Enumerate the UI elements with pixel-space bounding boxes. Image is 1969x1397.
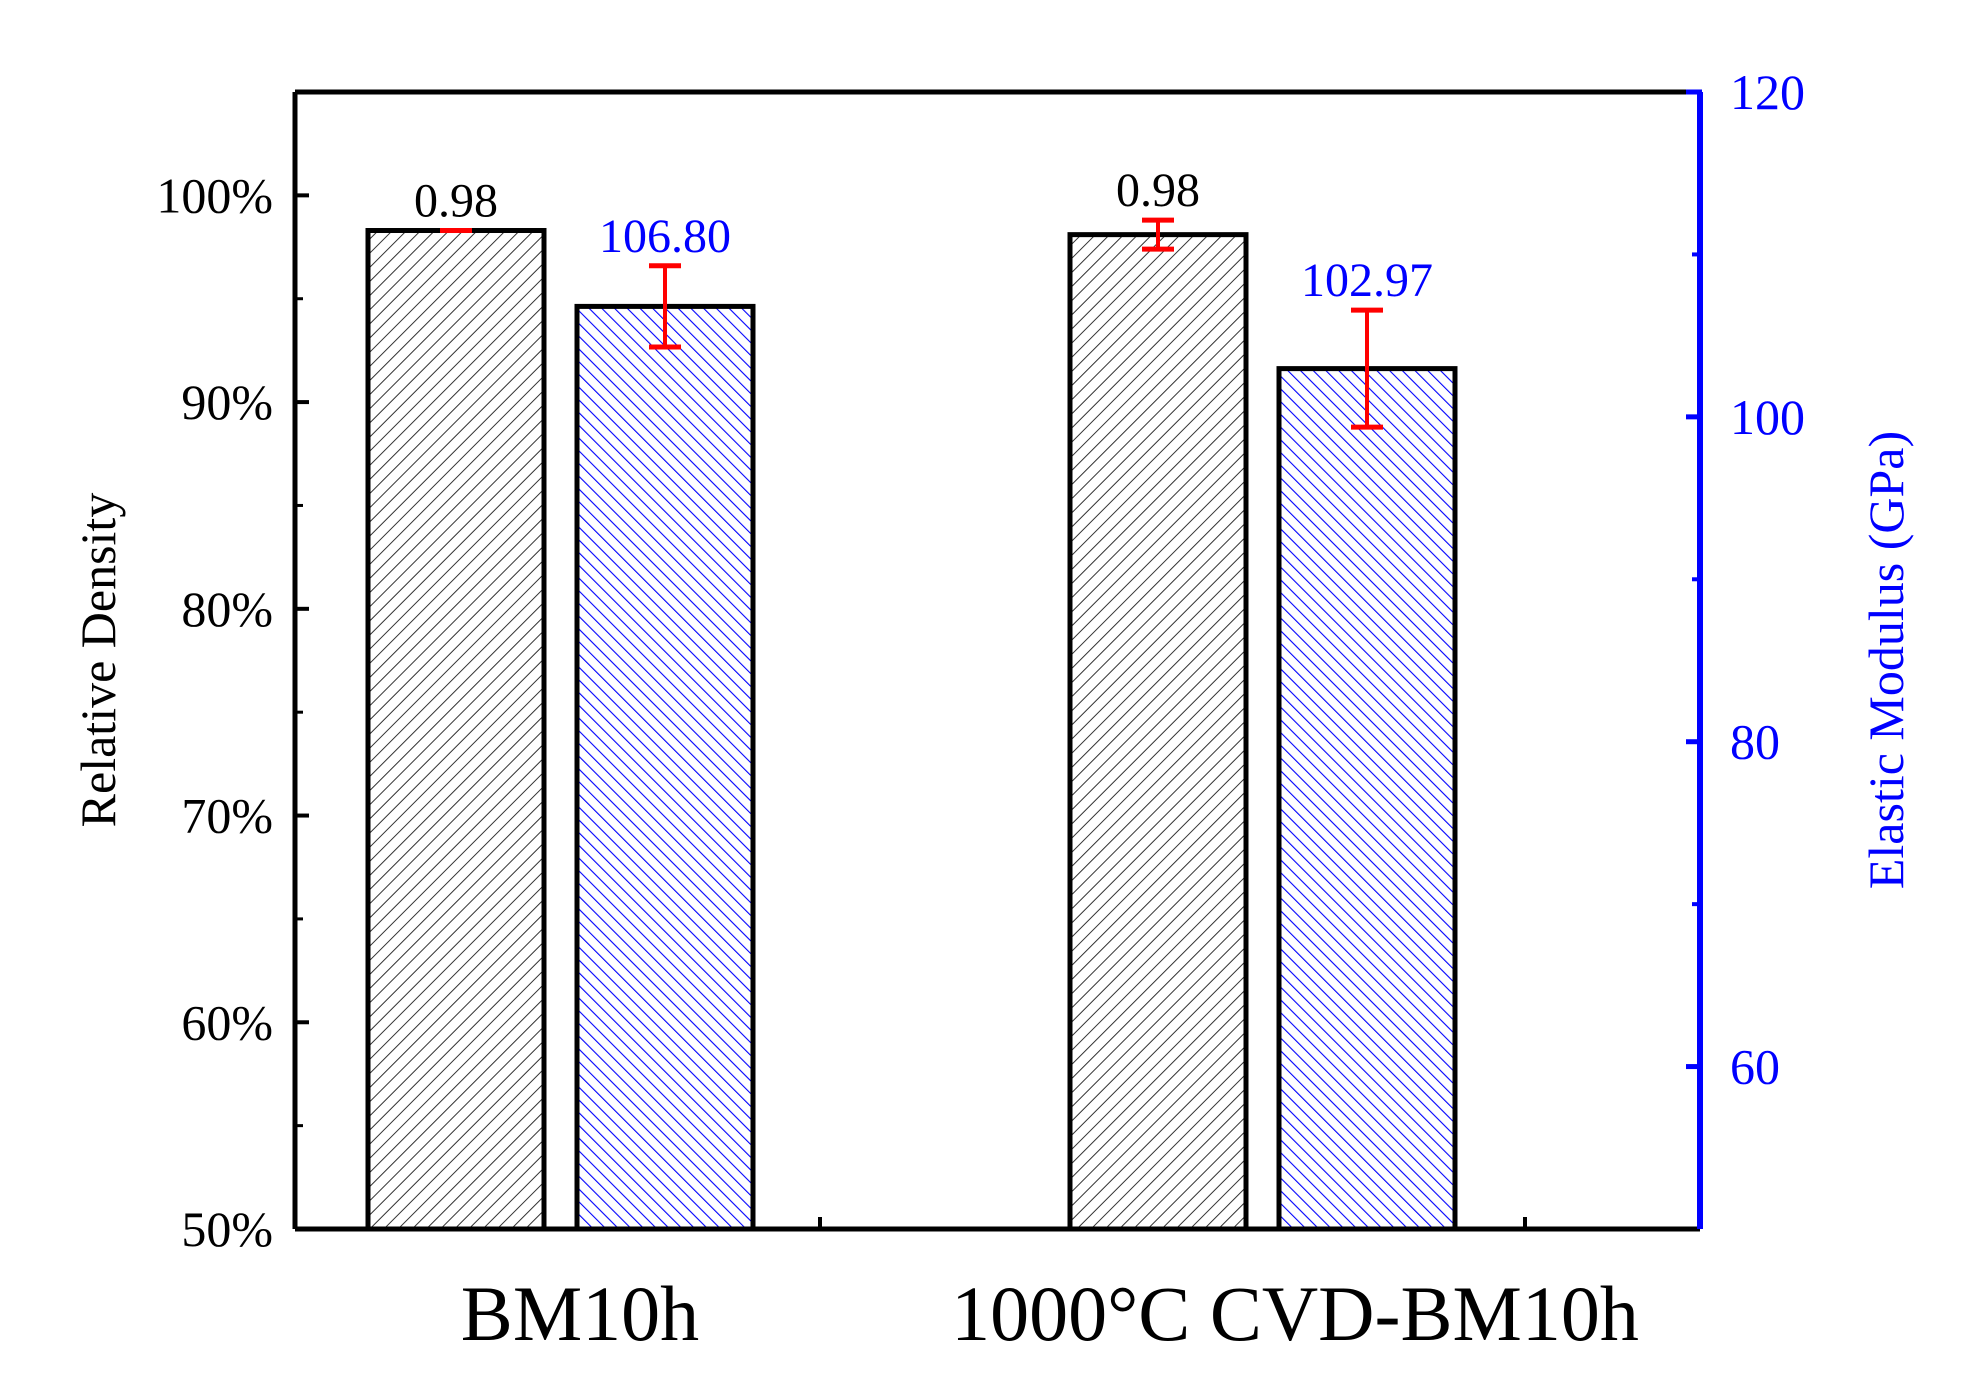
- bar-1-1: [1276, 366, 1458, 1232]
- left-tick-label: 50%: [181, 1201, 273, 1257]
- left-tick-label: 100%: [156, 167, 273, 223]
- data-label-0-0: 0.98: [414, 175, 498, 228]
- data-label-1-1: 102.97: [1301, 254, 1433, 307]
- data-label-1-0: 106.80: [599, 210, 731, 263]
- data-label-0-1: 0.98: [1116, 164, 1200, 217]
- right-tick-label: 120: [1730, 64, 1805, 120]
- left-tick-label: 60%: [181, 994, 273, 1050]
- right-tick-label: 60: [1730, 1039, 1780, 1095]
- left-tick-label: 80%: [181, 581, 273, 637]
- x-tick-label: 1000°C CVD-BM10h: [951, 1270, 1639, 1357]
- right-tick-label: 80: [1730, 714, 1780, 770]
- bar-1-0: [574, 303, 756, 1232]
- bar-0-0: [365, 228, 547, 1232]
- left-axis-title: Relative Density: [70, 493, 126, 828]
- x-tick-label: BM10h: [461, 1270, 699, 1357]
- left-tick-label: 70%: [181, 788, 273, 844]
- right-tick-label: 100: [1730, 389, 1805, 445]
- left-tick-label: 90%: [181, 374, 273, 430]
- bar-0-1: [1067, 232, 1249, 1232]
- right-axis-title: Elastic Modulus (GPa): [1858, 431, 1914, 889]
